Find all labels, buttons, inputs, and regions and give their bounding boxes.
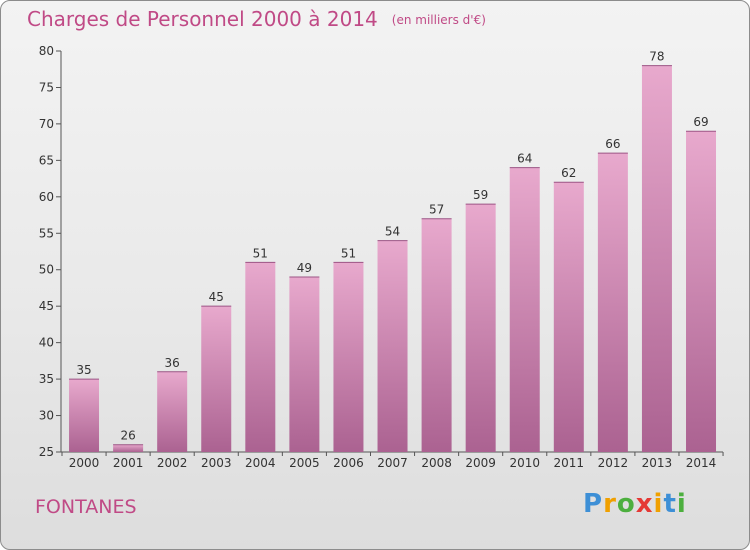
- y-tick-label: 50: [39, 263, 54, 277]
- value-label-2011: 62: [561, 166, 576, 180]
- x-tick-label-2008: 2008: [421, 456, 452, 470]
- bar-2004: [245, 262, 276, 452]
- value-label-2010: 64: [517, 152, 532, 166]
- value-label-2007: 54: [385, 225, 400, 239]
- y-tick-label: 80: [39, 44, 54, 58]
- value-label-2005: 49: [297, 261, 312, 275]
- x-tick-label-2011: 2011: [554, 456, 585, 470]
- x-tick-label-2010: 2010: [509, 456, 540, 470]
- y-tick-label: 75: [39, 80, 54, 94]
- y-tick-label: 45: [39, 299, 54, 313]
- value-label-2006: 51: [341, 246, 356, 260]
- logo-letter: r: [603, 489, 617, 519]
- logo-letter: t: [663, 489, 677, 519]
- bar-2013: [641, 65, 672, 452]
- bar-2010: [509, 167, 540, 452]
- value-label-2009: 59: [473, 188, 488, 202]
- value-label-2001: 26: [120, 429, 135, 443]
- bar-2009: [465, 204, 496, 452]
- bar-2003: [201, 306, 232, 452]
- chart-subtitle: (en milliers d'€): [391, 13, 486, 27]
- x-tick-label-2012: 2012: [598, 456, 629, 470]
- city-name: FONTANES: [35, 496, 137, 518]
- chart-title-main: Charges de Personnel 2000 à 2014: [27, 7, 378, 31]
- bar-2000: [69, 379, 100, 452]
- x-tick-label-2014: 2014: [686, 456, 717, 470]
- x-tick-label-2004: 2004: [245, 456, 276, 470]
- y-tick-label: 40: [39, 336, 54, 350]
- y-tick-label: 60: [39, 190, 54, 204]
- bar-2002: [157, 371, 188, 452]
- value-label-2008: 57: [429, 203, 444, 217]
- x-tick-label-2007: 2007: [377, 456, 408, 470]
- logo-letter: x: [635, 489, 654, 519]
- proxiti-logo: Proxiti: [583, 489, 687, 519]
- value-label-2012: 66: [605, 137, 620, 151]
- logo-letter: i: [653, 489, 664, 519]
- x-tick-label-2009: 2009: [465, 456, 496, 470]
- chart-title: Charges de Personnel 2000 à 2014 (en mill…: [27, 7, 486, 31]
- y-tick-label: 70: [39, 117, 54, 131]
- value-label-2000: 35: [76, 363, 91, 377]
- bar-2001: [113, 444, 144, 452]
- bar-2007: [377, 240, 408, 452]
- bar-2011: [553, 182, 584, 452]
- y-tick-label: 65: [39, 153, 54, 167]
- y-tick-label: 35: [39, 372, 54, 386]
- x-tick-label-2006: 2006: [333, 456, 364, 470]
- value-label-2013: 78: [649, 50, 664, 64]
- bar-2012: [597, 153, 628, 452]
- x-tick-label-2003: 2003: [201, 456, 232, 470]
- bar-2008: [421, 218, 452, 452]
- y-tick-label: 55: [39, 226, 54, 240]
- value-label-2003: 45: [209, 290, 224, 304]
- logo-letter: i: [676, 489, 687, 519]
- bar-2014: [686, 131, 717, 452]
- x-tick-label-2005: 2005: [289, 456, 320, 470]
- y-tick-label: 25: [39, 445, 54, 459]
- x-tick-label-2013: 2013: [642, 456, 673, 470]
- bar-2006: [333, 262, 364, 452]
- value-label-2004: 51: [253, 246, 268, 260]
- logo-letter: P: [583, 489, 604, 519]
- bar-2005: [289, 277, 320, 452]
- x-tick-label-2001: 2001: [113, 456, 144, 470]
- x-tick-label-2002: 2002: [157, 456, 188, 470]
- logo-letter: o: [616, 489, 636, 519]
- y-tick-label: 30: [39, 409, 54, 423]
- value-label-2002: 36: [165, 356, 180, 370]
- value-label-2014: 69: [693, 115, 708, 129]
- x-tick-label-2000: 2000: [69, 456, 100, 470]
